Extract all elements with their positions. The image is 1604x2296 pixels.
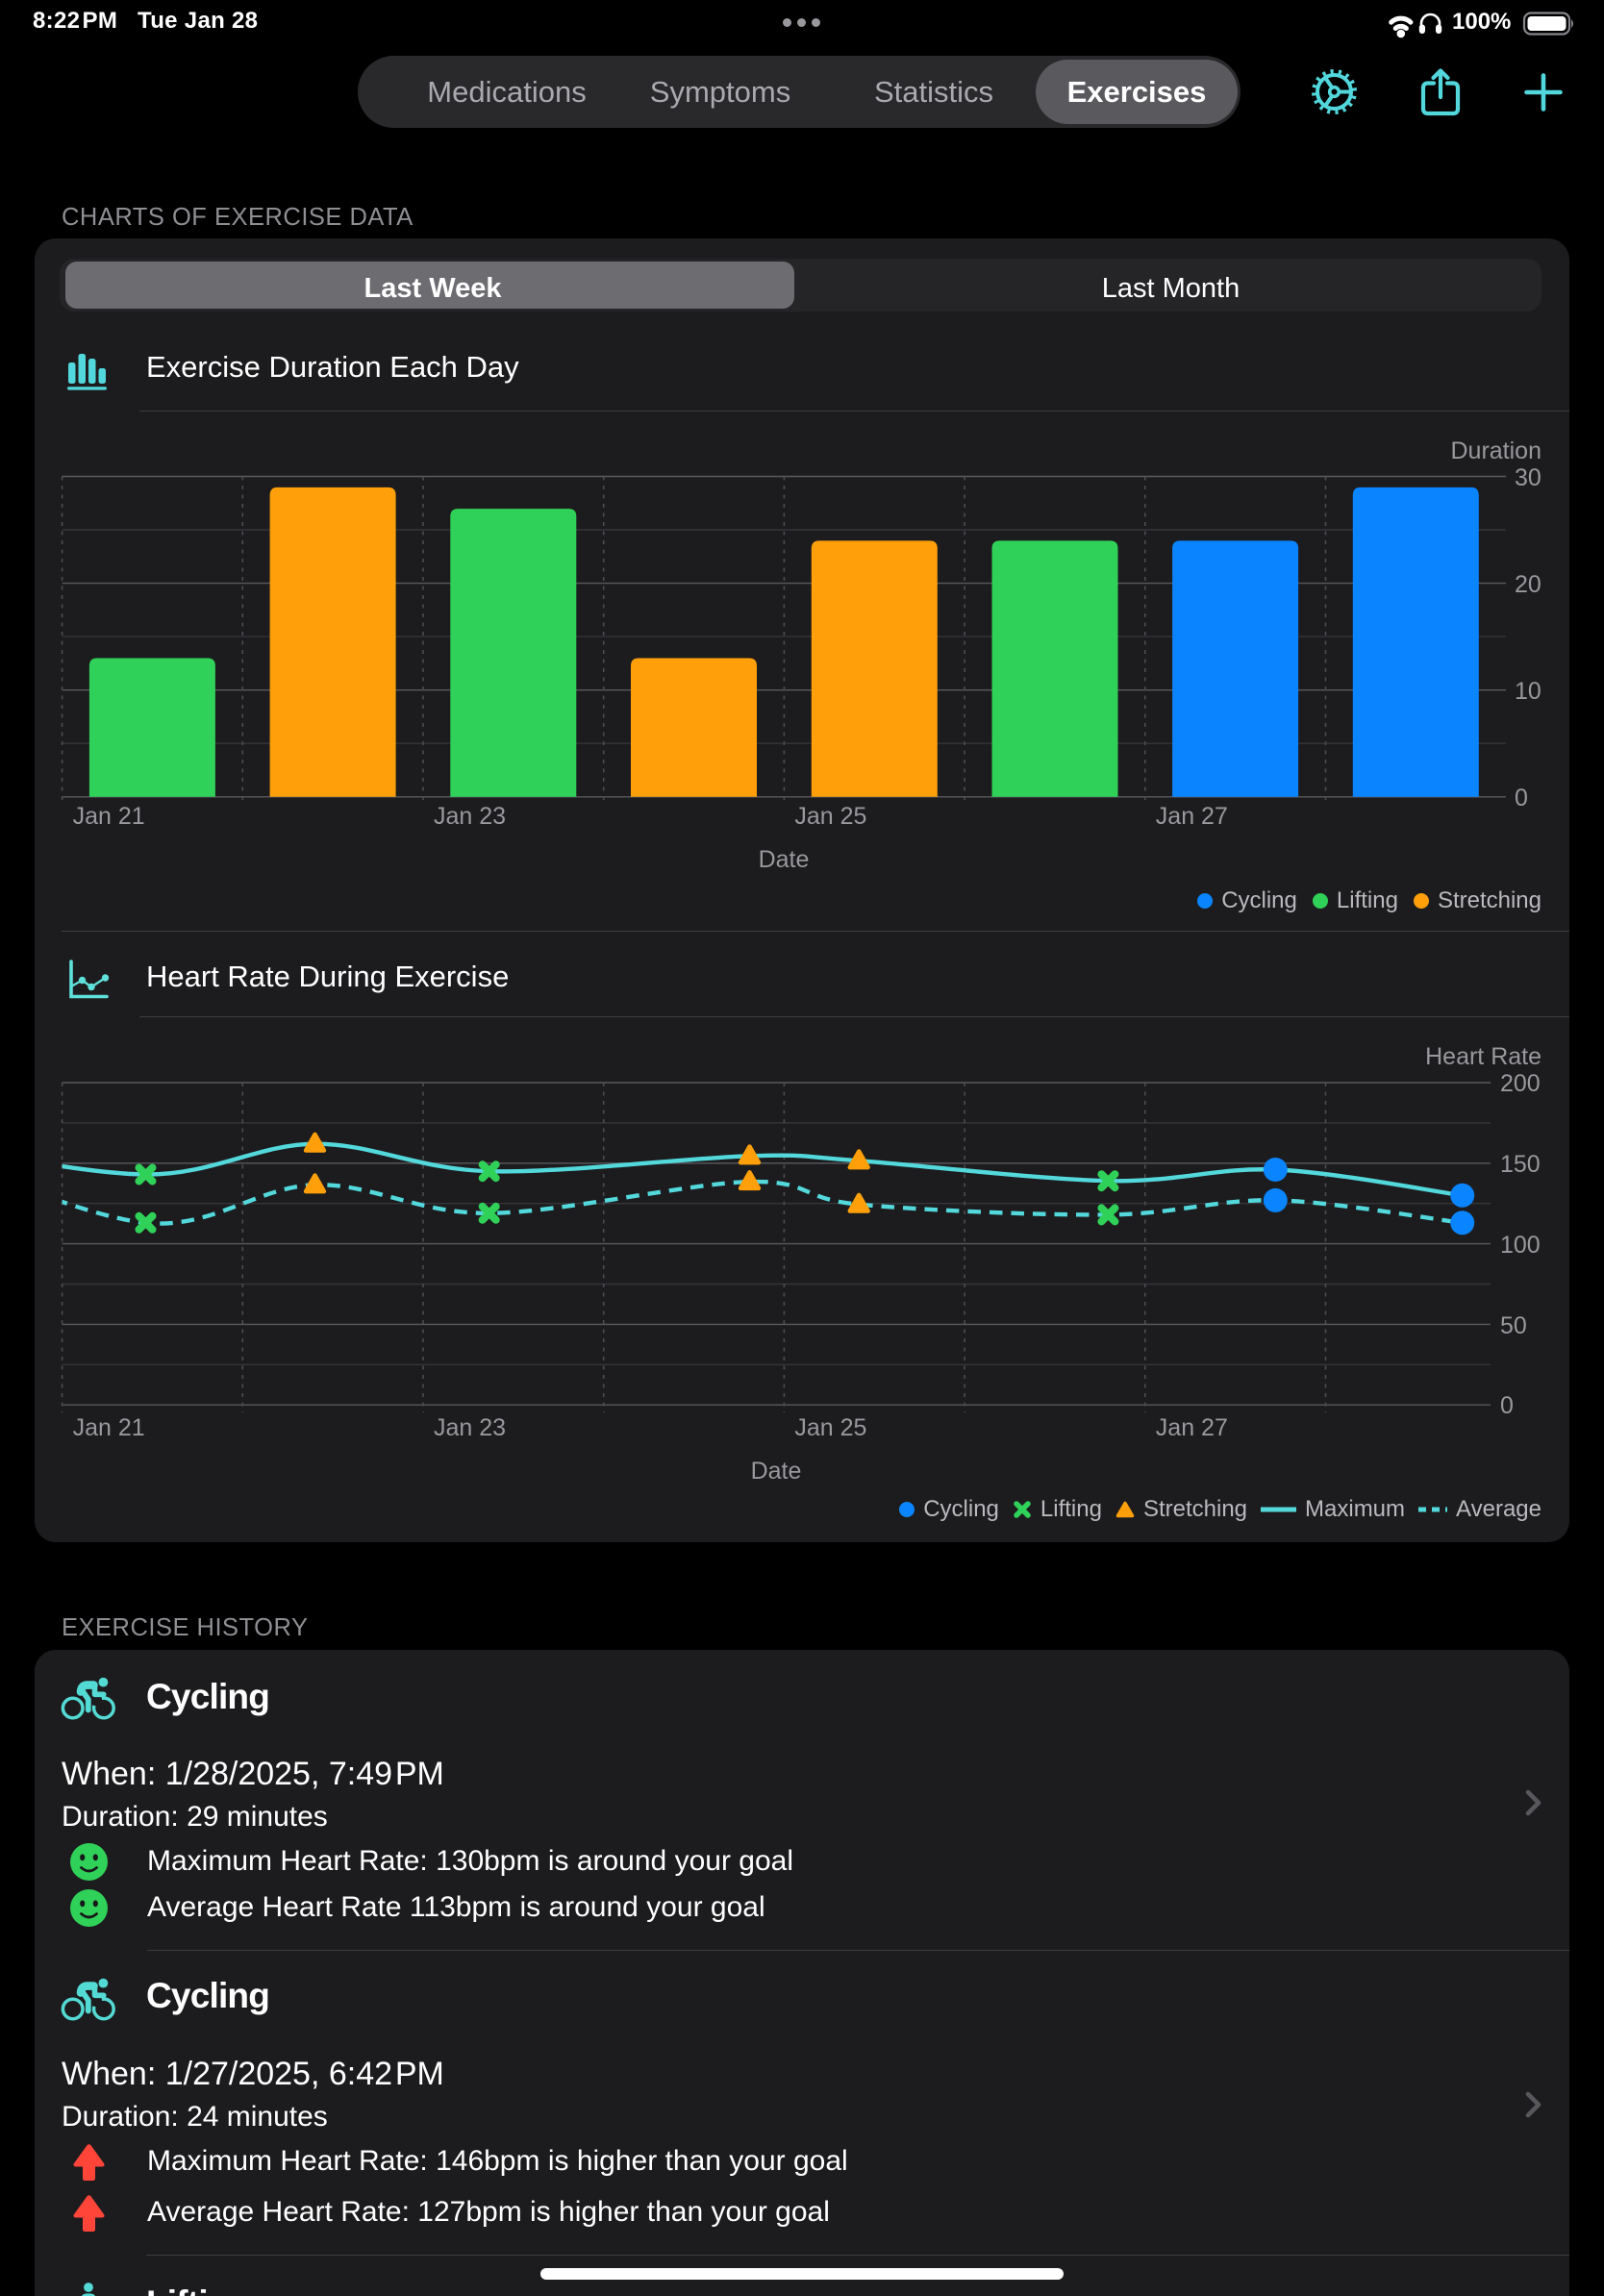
svg-text:Date: Date xyxy=(751,1458,802,1485)
svg-text:10: 10 xyxy=(1515,678,1541,705)
svg-text:Jan 21: Jan 21 xyxy=(73,803,145,830)
svg-text:Jan 25: Jan 25 xyxy=(794,803,866,830)
svg-text:Heart Rate: Heart Rate xyxy=(1425,1043,1541,1070)
svg-text:0: 0 xyxy=(1500,1392,1514,1419)
svg-text:Jan 27: Jan 27 xyxy=(1156,1414,1228,1441)
svg-text:Duration: Duration xyxy=(1451,437,1542,464)
svg-text:Jan 21: Jan 21 xyxy=(73,1414,145,1441)
svg-text:30: 30 xyxy=(1515,464,1541,491)
svg-text:20: 20 xyxy=(1515,571,1541,598)
svg-text:0: 0 xyxy=(1515,785,1528,811)
svg-text:Jan 25: Jan 25 xyxy=(794,1414,866,1441)
svg-text:100: 100 xyxy=(1500,1232,1541,1259)
svg-text:Jan 23: Jan 23 xyxy=(434,803,506,830)
svg-text:150: 150 xyxy=(1500,1151,1541,1178)
svg-text:Jan 23: Jan 23 xyxy=(434,1414,506,1441)
svg-text:200: 200 xyxy=(1500,1070,1541,1097)
svg-text:Date: Date xyxy=(759,846,810,873)
svg-text:50: 50 xyxy=(1500,1312,1527,1339)
svg-text:Jan 27: Jan 27 xyxy=(1156,803,1228,830)
